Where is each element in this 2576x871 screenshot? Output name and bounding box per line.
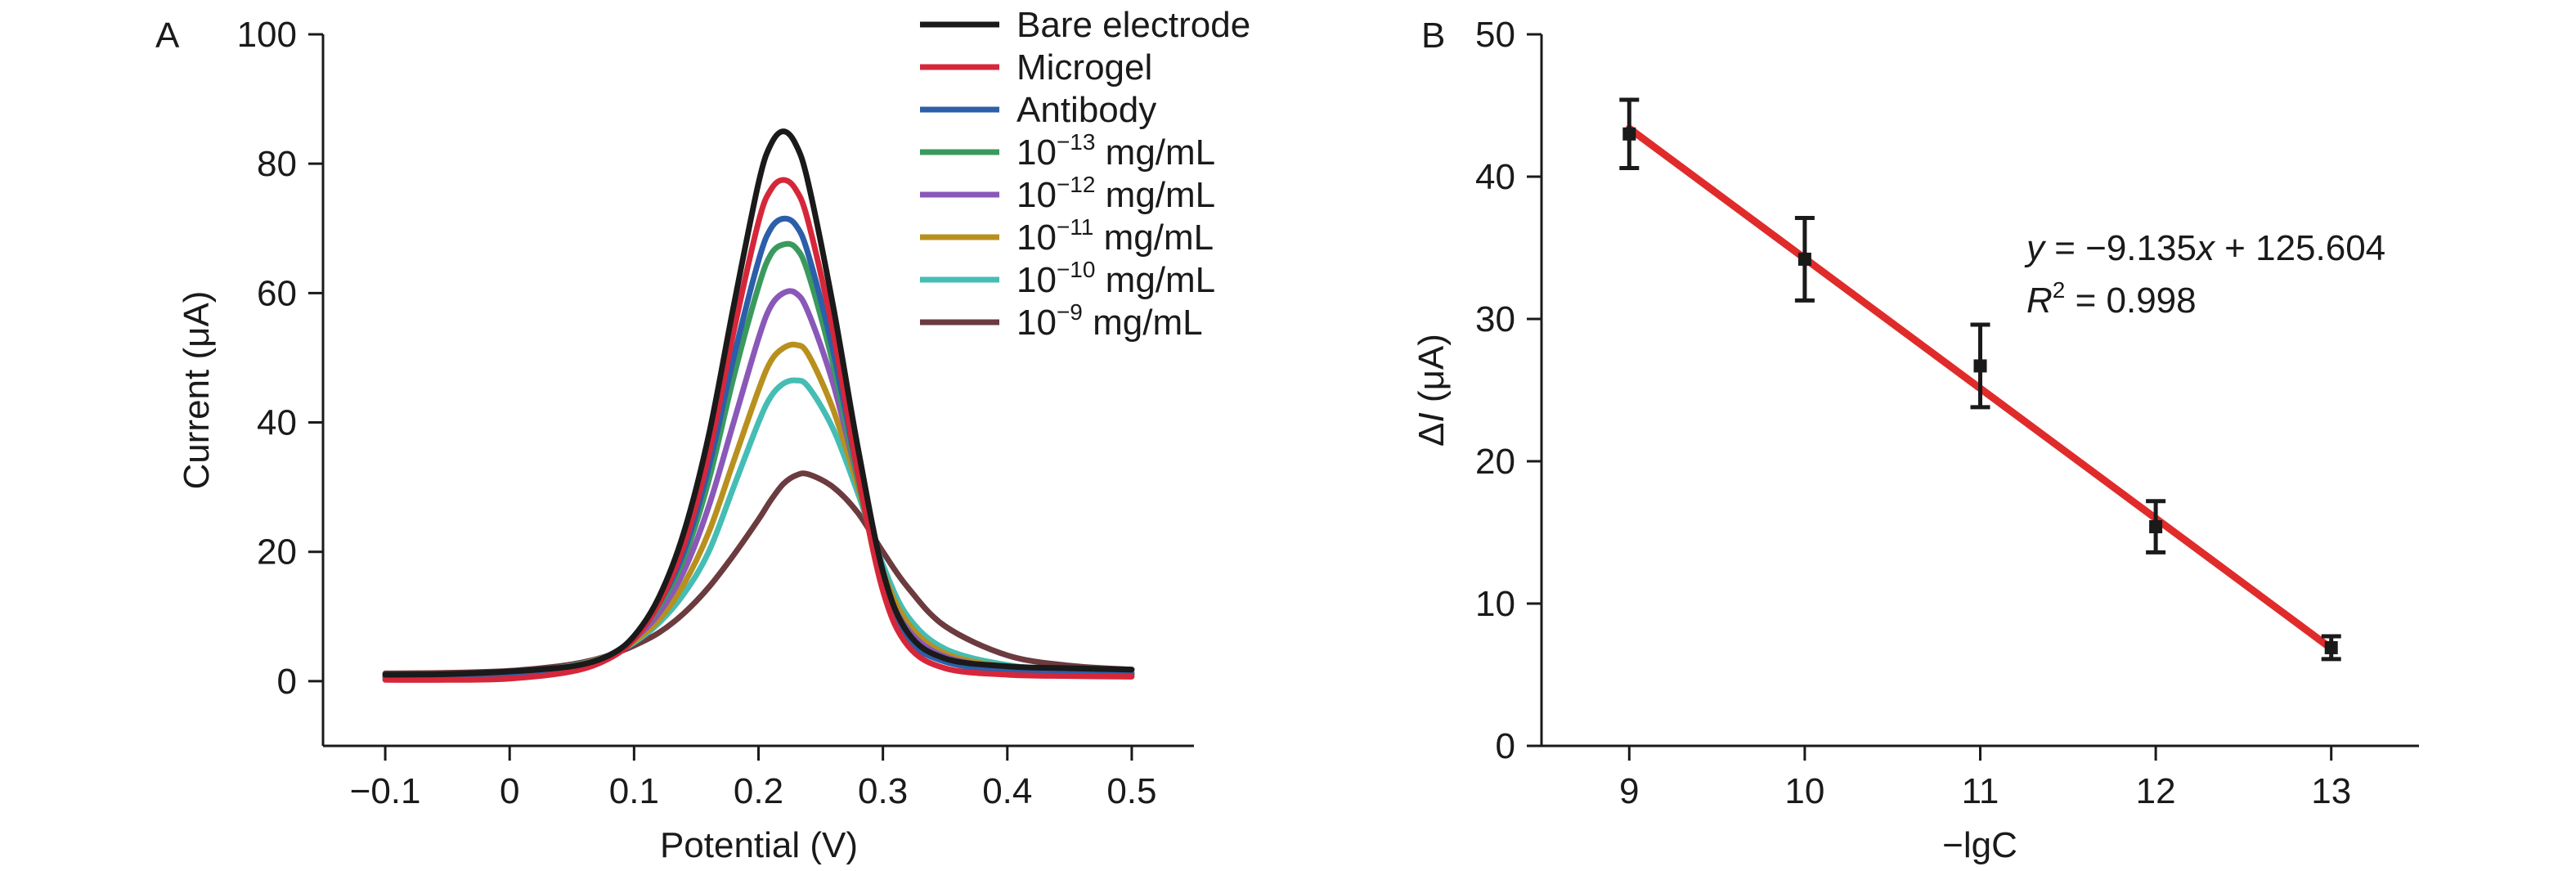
data-point: [2149, 520, 2163, 534]
x-tick-label: 0.3: [858, 771, 908, 811]
legend-entry: 10−11 mg/mL: [1016, 214, 1214, 258]
panel-b-y-ticks: 0 10 20 30 40 50: [1475, 15, 1542, 766]
y-tick-label: 80: [257, 144, 297, 184]
series-line: [382, 470, 1135, 676]
legend-entry: 10−13 mg/mL: [1016, 129, 1215, 173]
x-tick-label: 0.2: [734, 771, 783, 811]
legend-entry-base: 10: [1016, 132, 1057, 173]
y-tick-label: 60: [257, 273, 297, 313]
legend-entry-base: 10: [1016, 175, 1057, 215]
x-tick-label: 0.1: [609, 771, 659, 811]
x-tick-label: 0: [500, 771, 519, 811]
data-point: [1797, 252, 1811, 266]
legend-entry: 10−10 mg/mL: [1016, 257, 1215, 300]
y-tick-label: 40: [257, 403, 297, 443]
y-tick-label: 40: [1475, 157, 1515, 197]
x-tick-label: 10: [1784, 771, 1824, 811]
panel-b-label: B: [1421, 16, 1445, 56]
legend-entry: 10−9 mg/mL: [1016, 299, 1203, 343]
series-line: [382, 288, 1135, 680]
legend-entry-unit: mg/mL: [1095, 260, 1215, 300]
legend-entry-exponent: −9: [1057, 299, 1083, 325]
x-tick-label: 9: [1619, 771, 1639, 811]
legend-entry-unit: mg/mL: [1095, 175, 1215, 215]
legend-entry-unit: mg/mL: [1095, 132, 1215, 173]
legend-entry-exponent: −12: [1057, 172, 1096, 197]
panel-b-x-axis-label: −lgC: [1942, 825, 2017, 865]
legend-entry-base: 10: [1016, 260, 1057, 300]
y-tick-label: 100: [237, 15, 297, 55]
panel-a-series-lines: [382, 128, 1135, 683]
y-tick-label: 20: [1475, 442, 1515, 482]
legend-entry: Antibody: [1016, 90, 1156, 130]
panel-a-chart: A 0 20 40 60 80 100 −0.1 0 0.1 0.2 0.3 0.4 0.5 Pote…: [155, 5, 1250, 865]
legend-entry-unit: mg/mL: [1083, 303, 1203, 343]
x-tick-label: 12: [2136, 771, 2176, 811]
panel-a-x-ticks: −0.1 0 0.1 0.2 0.3 0.4 0.5: [350, 746, 1157, 811]
fit-equation: y = −9.135x + 125.604: [2024, 228, 2385, 268]
data-point: [2324, 640, 2338, 654]
series-line: [382, 128, 1135, 678]
panel-b-y-axis-label: ΔI (μA): [1411, 334, 1452, 447]
panel-b-data-points: [1619, 97, 2341, 662]
legend-entry: Bare electrode: [1016, 5, 1250, 45]
panel-a-y-ticks: 0 20 40 60 80 100: [237, 15, 323, 702]
legend-entry: 10−12 mg/mL: [1016, 172, 1215, 215]
y-tick-label: 10: [1475, 584, 1515, 624]
y-tick-label: 0: [1496, 726, 1515, 766]
panel-b-x-ticks: 9 10 11 12 13: [1619, 746, 2351, 811]
panel-a-label: A: [155, 16, 180, 56]
series-line: [382, 377, 1135, 679]
x-tick-label: 11: [1962, 771, 1999, 811]
fit-r-squared: R2 = 0.998: [2026, 277, 2197, 321]
legend-entry-exponent: −10: [1057, 257, 1096, 282]
x-tick-label: −0.1: [350, 771, 421, 811]
x-tick-label: 0.5: [1106, 771, 1156, 811]
legend-entry: Microgel: [1016, 47, 1152, 88]
data-point: [1622, 127, 1636, 141]
legend-entry-exponent: −13: [1057, 129, 1096, 155]
series-line: [382, 177, 1135, 683]
x-tick-label: 0.4: [982, 771, 1032, 811]
y-tick-label: 0: [277, 662, 297, 702]
data-point: [1973, 359, 1987, 373]
panel-a-y-axis-label: Current (μA): [177, 291, 217, 490]
legend-entry-unit: mg/mL: [1093, 218, 1214, 258]
y-tick-label: 30: [1475, 299, 1515, 339]
legend-entry-base: 10: [1016, 303, 1057, 343]
x-tick-label: 13: [2311, 771, 2351, 811]
panel-b-chart: B 0 10 20 30 40 50 9 10 11 12 13 −lgC ΔI (μA) y =…: [1411, 15, 2419, 865]
y-tick-label: 20: [257, 532, 297, 572]
series-line: [382, 341, 1135, 680]
legend-entry-base: 10: [1016, 218, 1057, 258]
legend-entry-exponent: −11: [1057, 214, 1093, 240]
panel-a-x-axis-label: Potential (V): [660, 825, 858, 865]
y-tick-label: 50: [1475, 15, 1515, 55]
